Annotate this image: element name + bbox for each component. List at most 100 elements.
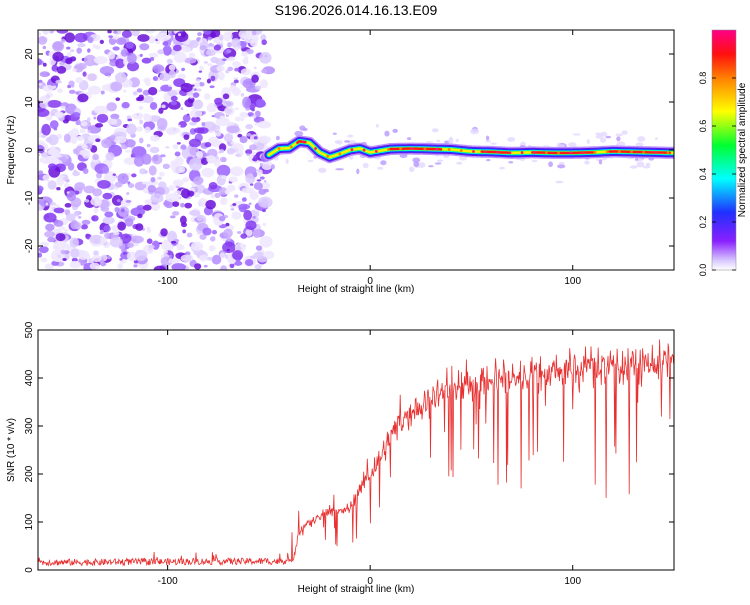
noise-blob xyxy=(181,46,191,53)
noise-blob xyxy=(230,141,235,145)
noise-blob xyxy=(42,62,47,67)
noise-blob xyxy=(188,210,201,216)
noise-blob xyxy=(83,54,97,67)
snr-xtick-label: 100 xyxy=(564,576,581,587)
noise-blob xyxy=(75,119,81,126)
noise-blob xyxy=(217,72,226,81)
noise-blob xyxy=(53,127,58,131)
noise-blob xyxy=(254,110,261,118)
noise-blob xyxy=(226,248,230,252)
signal-peak xyxy=(496,150,500,154)
snr-ytick-label: 500 xyxy=(24,321,35,338)
noise-blob xyxy=(62,119,69,124)
noise-blob xyxy=(125,41,134,49)
noise-blob xyxy=(180,144,187,150)
noise-blob xyxy=(70,84,75,88)
noise-blob xyxy=(64,32,76,43)
noise-blob xyxy=(210,75,216,82)
noise-blob xyxy=(162,45,172,56)
spectral-speck xyxy=(555,180,564,184)
noise-blob xyxy=(256,179,262,182)
noise-blob xyxy=(82,168,89,174)
noise-blob xyxy=(114,181,123,188)
noise-blob xyxy=(226,125,240,134)
noise-blob xyxy=(196,88,202,92)
noise-blob xyxy=(115,72,127,84)
signal-peak xyxy=(338,152,342,156)
spectral-speck xyxy=(600,137,607,143)
noise-blob xyxy=(52,41,65,52)
noise-blob xyxy=(127,118,133,122)
noise-blob xyxy=(157,49,164,55)
noise-blob xyxy=(176,243,183,249)
spectral-speck xyxy=(335,168,345,171)
noise-blob xyxy=(176,141,181,145)
noise-blob xyxy=(259,162,263,167)
noise-blob xyxy=(76,135,84,141)
noise-blob xyxy=(65,57,73,65)
noise-blob xyxy=(53,204,60,208)
noise-blob xyxy=(107,255,111,260)
noise-blob xyxy=(160,154,166,158)
noise-blob xyxy=(206,155,217,164)
noise-blob xyxy=(66,46,71,50)
spectral-speck xyxy=(456,161,463,165)
noise-blob xyxy=(41,134,47,139)
noise-blob xyxy=(132,112,144,120)
chart-title: S196.2026.014.16.13.E09 xyxy=(275,2,438,18)
noise-blob xyxy=(121,101,130,109)
noise-blob xyxy=(154,40,161,44)
noise-blob xyxy=(146,226,151,232)
noise-blob xyxy=(188,52,196,59)
noise-blob xyxy=(59,226,66,231)
noise-blob xyxy=(49,120,59,129)
noise-blob xyxy=(193,82,201,88)
noise-blob xyxy=(53,207,65,214)
noise-blob xyxy=(44,263,55,270)
noise-blob xyxy=(193,127,205,134)
spectral-speck xyxy=(413,161,420,168)
noise-blob xyxy=(163,250,168,254)
noise-blob xyxy=(239,135,248,144)
noise-blob xyxy=(216,164,231,177)
noise-blob xyxy=(246,153,251,156)
noise-blob xyxy=(85,73,98,82)
noise-blob xyxy=(172,201,180,207)
noise-blob xyxy=(93,105,109,115)
signal-peak xyxy=(605,150,609,154)
noise-blob xyxy=(106,102,117,112)
noise-blob xyxy=(60,38,66,43)
noise-blob xyxy=(147,87,158,96)
noise-blob xyxy=(69,260,81,269)
noise-blob xyxy=(138,137,144,144)
noise-blob xyxy=(181,188,191,199)
noise-blob xyxy=(48,146,58,155)
noise-blob xyxy=(66,191,70,194)
noise-blob xyxy=(231,37,241,48)
noise-blob xyxy=(67,162,75,171)
noise-blob xyxy=(228,176,238,183)
noise-blob xyxy=(126,123,137,135)
noise-blob xyxy=(91,254,102,263)
noise-blob xyxy=(87,85,101,95)
noise-blob xyxy=(110,81,123,92)
noise-blob xyxy=(56,30,69,34)
noise-blob xyxy=(209,85,215,89)
noise-blob xyxy=(222,31,233,42)
noise-blob xyxy=(255,245,263,251)
noise-blob xyxy=(57,88,64,94)
noise-blob xyxy=(256,169,263,175)
noise-blob xyxy=(77,43,86,48)
spectral-speck xyxy=(294,130,304,137)
noise-blob xyxy=(47,134,59,146)
noise-blob xyxy=(40,257,48,263)
colorbar-tick-label: 0.6 xyxy=(698,120,708,133)
noise-blob xyxy=(116,199,121,203)
spectrogram-ytick-label: 0 xyxy=(24,147,35,153)
noise-blob xyxy=(74,32,88,43)
noise-blob xyxy=(69,237,79,248)
noise-blob xyxy=(215,117,230,127)
spectrogram-ytick-label: -10 xyxy=(24,190,35,205)
colorbar-tick-label: 0.0 xyxy=(698,264,708,277)
